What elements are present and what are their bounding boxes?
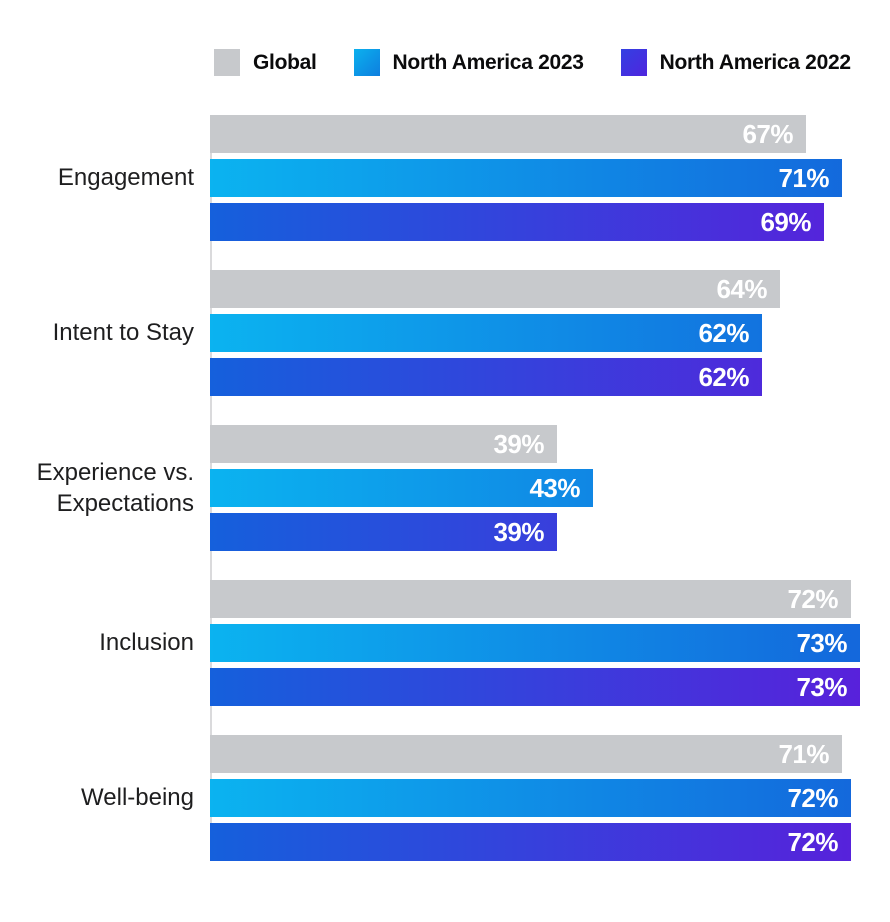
- bar-group: Engagement 67% 71% 69%: [0, 115, 890, 241]
- bar-value-label: 72%: [787, 583, 838, 614]
- bar: 62%: [210, 314, 762, 352]
- bar-value-label: 73%: [796, 671, 847, 702]
- legend: Global North America 2023 North America …: [214, 49, 851, 76]
- bar-group: Intent to Stay 64% 62% 62%: [0, 270, 890, 396]
- bar: 43%: [210, 469, 593, 507]
- bar-value-label: 67%: [742, 118, 793, 149]
- bar-group: Experience vs. Expectations 39% 43% 39%: [0, 425, 890, 551]
- bar: 73%: [210, 668, 860, 706]
- legend-item-north-america-2023: North America 2023: [353, 49, 584, 76]
- bar-value-label: 69%: [760, 206, 811, 237]
- bar: 39%: [210, 513, 557, 551]
- category-label: Experience vs. Expectations: [36, 458, 194, 517]
- legend-swatch-north-america-2022-icon: [620, 49, 647, 76]
- bar-group: Well-being 71% 72% 72%: [0, 735, 890, 861]
- bar: 71%: [210, 159, 842, 197]
- legend-swatch-global-icon: [214, 49, 240, 76]
- bar: 72%: [210, 779, 851, 817]
- bar-value-label: 62%: [698, 361, 749, 392]
- legend-label-global: Global: [253, 50, 317, 74]
- bar: 64%: [210, 270, 780, 308]
- legend-item-north-america-2022: North America 2022: [620, 49, 851, 76]
- bar-value-label: 39%: [493, 428, 544, 459]
- bar: 72%: [210, 823, 851, 861]
- category-bars: 64% 62% 62%: [210, 270, 890, 396]
- bar-value-label: 43%: [529, 472, 580, 503]
- category-label: Engagement: [57, 164, 194, 192]
- category-label: Well-being: [81, 784, 194, 812]
- category-bars: 72% 73% 73%: [210, 580, 890, 706]
- category-bars: 67% 71% 69%: [210, 115, 890, 241]
- legend-item-global: Global: [214, 49, 317, 76]
- bar-value-label: 72%: [787, 826, 838, 857]
- category-bars: 39% 43% 39%: [210, 425, 890, 551]
- bar-group: Inclusion 72% 73% 73%: [0, 580, 890, 706]
- bar-value-label: 72%: [787, 782, 838, 813]
- bar-value-label: 71%: [778, 162, 829, 193]
- bar-value-label: 64%: [716, 273, 767, 304]
- bar: 67%: [210, 115, 806, 153]
- category-label: Intent to Stay: [52, 319, 194, 347]
- bar-value-label: 62%: [698, 317, 749, 348]
- bar: 39%: [210, 425, 557, 463]
- bar: 62%: [210, 358, 762, 396]
- bar-value-label: 71%: [778, 738, 829, 769]
- legend-label-north-america-2022: North America 2022: [659, 50, 851, 74]
- plot-area: Engagement 67% 71% 69% Intent to Stay 64% 62% 6…: [0, 115, 890, 861]
- bar-value-label: 39%: [493, 516, 544, 547]
- bar: 71%: [210, 735, 842, 773]
- bar: 72%: [210, 580, 851, 618]
- category-bars: 71% 72% 72%: [210, 735, 890, 861]
- bar: 69%: [210, 203, 824, 241]
- legend-label-north-america-2023: North America 2023: [392, 50, 584, 74]
- legend-swatch-north-america-2023-icon: [353, 49, 380, 76]
- bar-value-label: 73%: [796, 627, 847, 658]
- category-label: Inclusion: [99, 629, 194, 657]
- bar: 73%: [210, 624, 860, 662]
